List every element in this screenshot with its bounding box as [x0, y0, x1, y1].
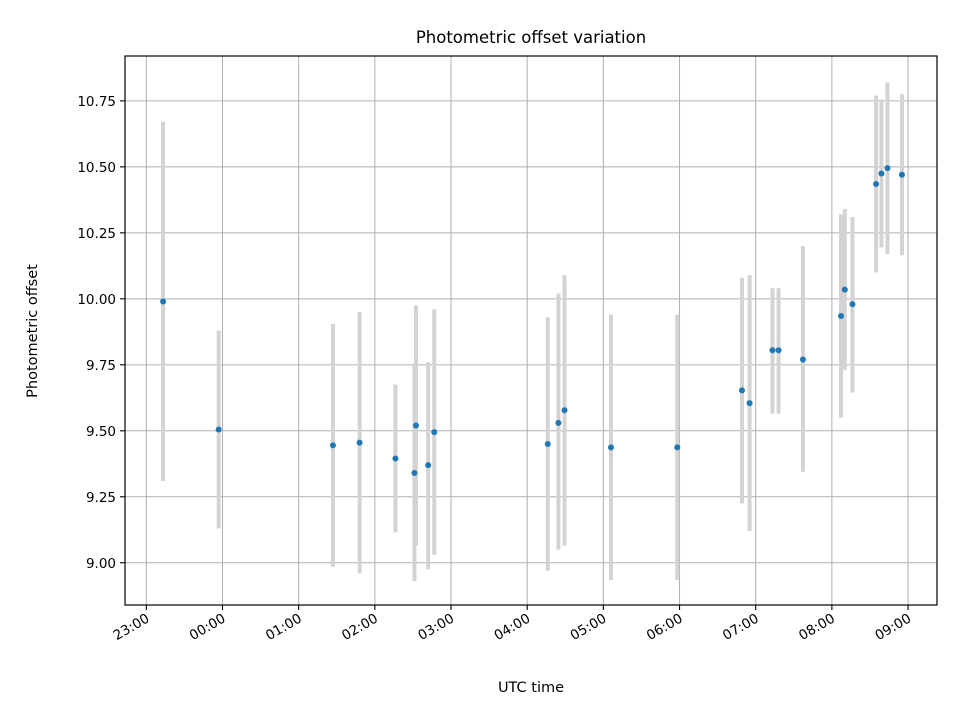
data-point — [799, 356, 806, 363]
y-axis-ticks: 9.00 9.25 9.50 9.75 10.00 10.25 10.50 10.75 — [77, 94, 125, 572]
data-point — [841, 286, 848, 293]
data-point — [544, 440, 551, 447]
data-points — [160, 165, 905, 477]
data-point — [329, 442, 336, 449]
data-point — [878, 170, 885, 177]
y-tick-label: 10.75 — [77, 94, 116, 110]
y-tick-label: 9.50 — [86, 424, 116, 440]
grid-lines — [125, 56, 937, 605]
data-point — [838, 312, 845, 319]
data-point — [738, 387, 745, 394]
data-point — [746, 400, 753, 407]
y-tick-label: 9.00 — [86, 556, 116, 572]
data-point — [674, 444, 681, 451]
data-point — [884, 165, 891, 172]
y-tick-label: 10.00 — [77, 292, 116, 308]
y-tick-label: 10.25 — [77, 226, 116, 242]
chart-title: Photometric offset variation — [416, 28, 646, 47]
y-tick-label: 9.25 — [86, 490, 116, 506]
data-point — [873, 181, 880, 188]
data-point — [555, 419, 562, 426]
x-axis-label: UTC time — [498, 680, 564, 696]
data-point — [160, 298, 167, 305]
data-point — [849, 301, 856, 308]
data-point — [215, 426, 222, 433]
plot-frame — [124, 55, 938, 606]
data-point — [561, 407, 568, 414]
y-axis-label: Photometric offset — [25, 264, 41, 398]
y-tick-label: 10.50 — [77, 160, 116, 176]
data-point — [431, 429, 438, 436]
data-point — [425, 462, 432, 469]
y-tick-label: 9.75 — [86, 358, 116, 374]
data-point — [775, 347, 782, 354]
data-point — [392, 455, 399, 462]
data-point — [411, 470, 418, 477]
data-point — [356, 439, 363, 446]
data-point — [607, 444, 614, 451]
data-point — [769, 347, 776, 354]
data-point — [412, 422, 419, 429]
data-point — [898, 171, 905, 178]
